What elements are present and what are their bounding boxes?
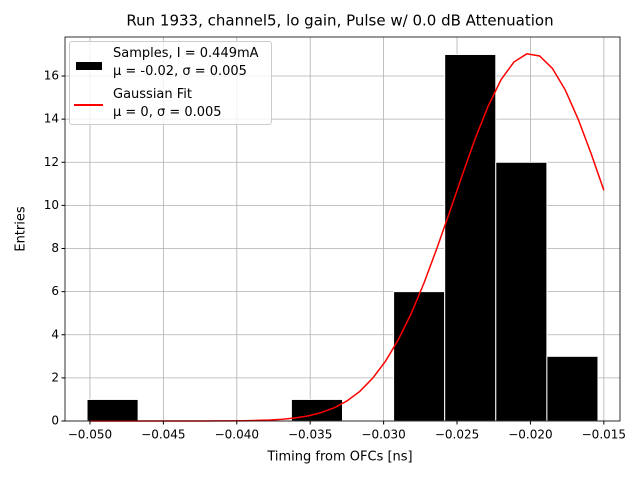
histogram-bar: [86, 398, 139, 422]
histogram-bar: [546, 355, 599, 422]
legend-label: Samples, I = 0.449mA μ = -0.02, σ = 0.00…: [113, 46, 259, 79]
x-tick-label: −0.050: [68, 428, 112, 442]
x-tick-label: −0.035: [288, 428, 332, 442]
y-tick-label: 14: [44, 112, 59, 126]
x-tick-label: −0.040: [215, 428, 259, 442]
x-axis-label: Timing from OFCs [ns]: [266, 450, 412, 465]
chart-title: Run 1933, channel5, lo gain, Pulse w/ 0.…: [126, 12, 553, 30]
histogram-bar: [393, 291, 446, 422]
legend-swatch: [74, 104, 103, 106]
y-tick-label: 12: [44, 155, 59, 169]
x-tick-label: −0.025: [435, 428, 479, 442]
legend-label: Gaussian Fit μ = 0, σ = 0.005: [113, 87, 222, 120]
histogram-bar: [495, 161, 548, 422]
y-tick-label: 2: [51, 370, 59, 384]
y-axis-label: Entries: [14, 206, 29, 252]
y-tick-label: 0: [51, 414, 59, 428]
y-tick-label: 4: [51, 327, 59, 341]
legend: Samples, I = 0.449mA μ = -0.02, σ = 0.00…: [69, 41, 272, 125]
y-tick-label: 16: [44, 69, 59, 83]
x-tick-label: −0.045: [141, 428, 185, 442]
x-tick-label: −0.020: [508, 428, 552, 442]
axes-frame: [64, 36, 621, 422]
y-tick-label: 10: [44, 198, 59, 212]
plot: [86, 53, 605, 422]
x-tick-label: −0.030: [361, 428, 405, 442]
y-tick-label: 6: [51, 284, 59, 298]
x-tick-label: −0.015: [582, 428, 626, 442]
y-tick-label: 8: [51, 241, 59, 255]
axes: −0.050 −0.045 −0.040 −0.035 −0.030 −0.025 −0.0…: [44, 36, 626, 442]
legend-swatch: [76, 62, 102, 70]
histogram-bar: [444, 53, 497, 422]
